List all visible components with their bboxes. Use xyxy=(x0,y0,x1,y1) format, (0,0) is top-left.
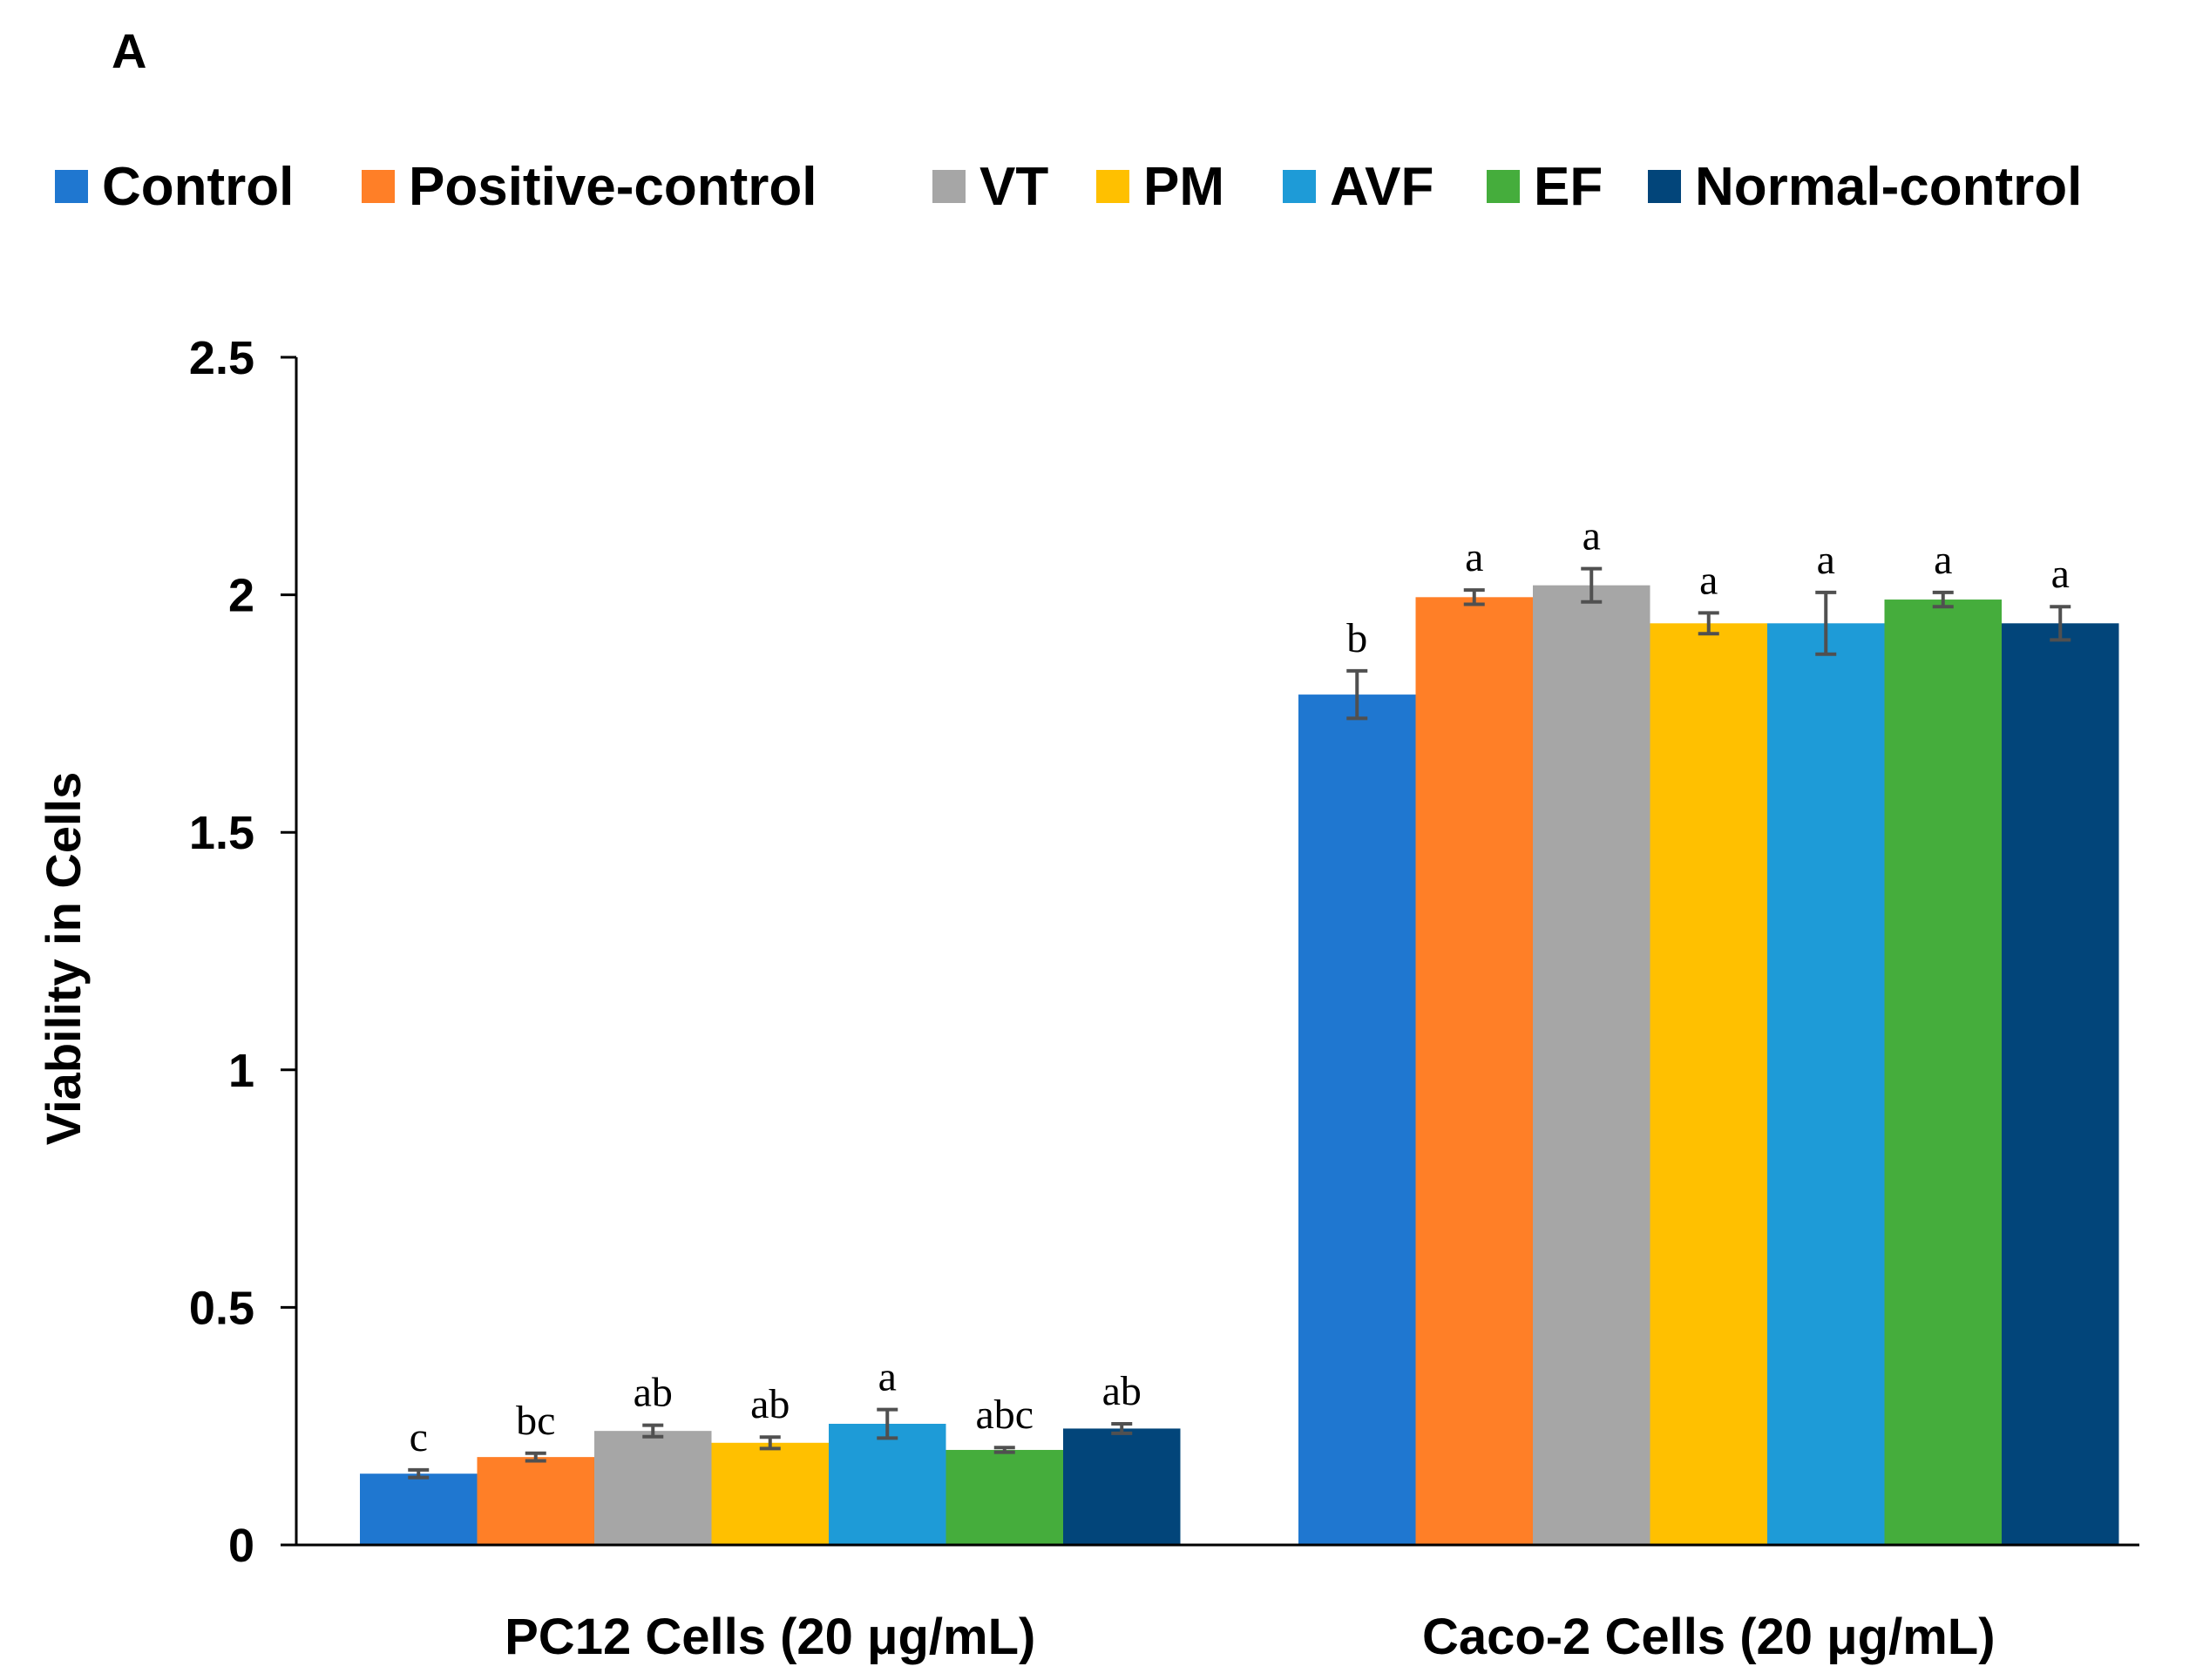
bar-positive-control-1 xyxy=(477,1457,594,1545)
legend-swatch-vt xyxy=(932,170,966,203)
significance-letter: a xyxy=(1934,537,1952,583)
bar-pm-1 xyxy=(711,1442,829,1545)
y-tick-label: 0 xyxy=(228,1520,254,1572)
bar-vt-2 xyxy=(1533,585,1650,1545)
legend-label: PM xyxy=(1143,157,1224,217)
bars xyxy=(360,585,2119,1546)
x-tick-label: Caco-2 Cells (20 μg/mL) xyxy=(1422,1609,1996,1665)
y-tick-label: 1.5 xyxy=(189,807,254,859)
significance-letter: abc xyxy=(975,1392,1034,1438)
significance-letter: a xyxy=(1465,534,1483,580)
significance-letter: ab xyxy=(1102,1368,1142,1414)
y-tick-label: 2.5 xyxy=(189,332,254,384)
bar-normal-control-2 xyxy=(2002,623,2119,1545)
bar-pm-2 xyxy=(1650,623,1767,1545)
legend-swatch-ef xyxy=(1487,170,1520,203)
bar-vt-1 xyxy=(594,1431,712,1545)
bar-normal-control-1 xyxy=(1063,1428,1181,1545)
y-axis: 0 0.5 1 1.5 2 2.5 xyxy=(189,332,298,1572)
legend-label: Control xyxy=(102,157,294,217)
legend-swatch-positive-control xyxy=(362,170,395,203)
y-tick-label: 1 xyxy=(228,1045,254,1097)
bar-avf-1 xyxy=(829,1423,946,1545)
significance-letter: bc xyxy=(516,1398,555,1444)
legend-label: Positive-control xyxy=(409,157,817,217)
legend-swatch-normal-control xyxy=(1648,170,1681,203)
significance-letter: ab xyxy=(634,1370,673,1416)
x-tick-label: PC12 Cells (20 μg/mL) xyxy=(505,1609,1035,1665)
legend: Control Positive-control VT PM AVF EF Normal-c… xyxy=(55,157,2082,217)
bar-ef-2 xyxy=(1884,600,2002,1545)
legend-swatch-pm xyxy=(1096,170,1129,203)
legend-swatch-control xyxy=(55,170,88,203)
significance-letter: a xyxy=(1699,557,1718,603)
legend-label: VT xyxy=(979,157,1048,217)
x-axis: PC12 Cells (20 μg/mL) Caco-2 Cells (20 μg… xyxy=(296,1543,2139,1665)
panel-label: A xyxy=(112,24,146,78)
significance-letter: ab xyxy=(750,1381,790,1427)
legend-label: EF xyxy=(1534,157,1603,217)
bar-control-2 xyxy=(1298,694,1416,1545)
significance-letter: c xyxy=(410,1414,428,1460)
y-tick-label: 2 xyxy=(228,570,254,622)
significance-letter: a xyxy=(1817,537,1835,583)
legend-label: AVF xyxy=(1330,157,1434,217)
bar-positive-control-2 xyxy=(1415,597,1533,1546)
significance-letters: c bc ab ab a abc ab b a a a a a a xyxy=(410,513,2070,1460)
significance-letter: a xyxy=(1583,513,1601,559)
bar-ef-1 xyxy=(946,1449,1063,1545)
error-bars xyxy=(408,566,2071,1480)
significance-letter: a xyxy=(878,1354,897,1400)
y-tick-label: 0.5 xyxy=(189,1282,254,1334)
legend-label: Normal-control xyxy=(1695,157,2082,217)
significance-letter: b xyxy=(1346,615,1367,661)
significance-letter: a xyxy=(2051,551,2070,597)
bar-avf-2 xyxy=(1767,623,1885,1545)
y-axis-label: Viability in Cells xyxy=(36,772,91,1145)
legend-swatch-avf xyxy=(1283,170,1316,203)
bar-control-1 xyxy=(360,1473,478,1545)
